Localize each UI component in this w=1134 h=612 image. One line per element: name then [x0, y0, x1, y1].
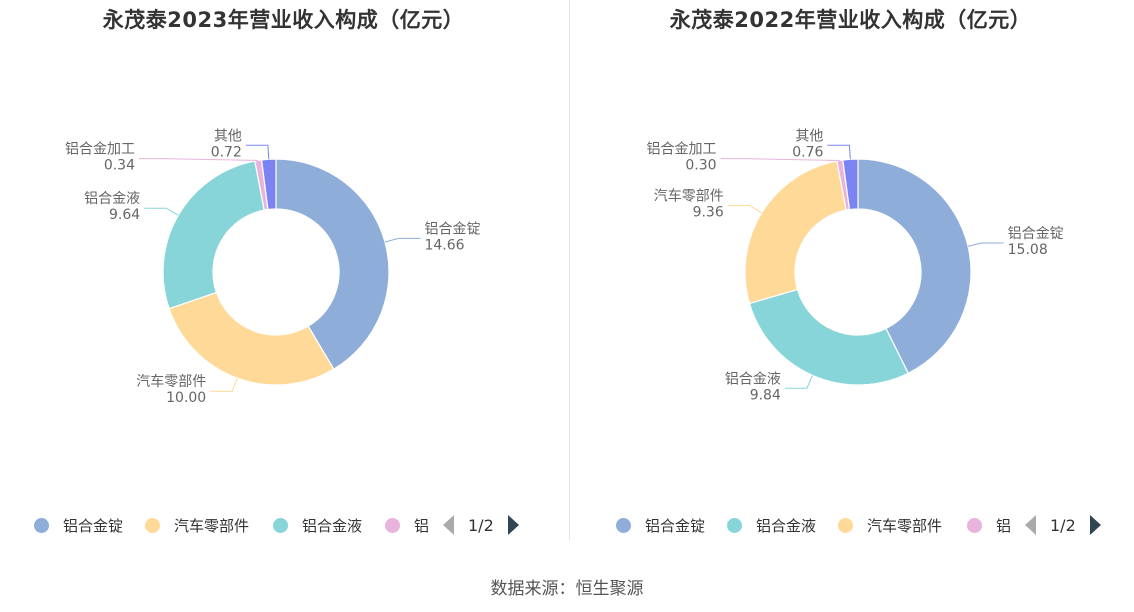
legend-marker-icon [838, 517, 853, 533]
donut-slice[interactable] [744, 160, 847, 305]
legend-label: 铝合金锭 [63, 516, 124, 535]
slice-name-label: 其他 [795, 128, 823, 144]
leader-line [720, 158, 840, 161]
donut-slice[interactable] [842, 158, 859, 211]
leader-line [727, 205, 762, 214]
leader-line [245, 144, 270, 160]
donut-slice[interactable] [168, 291, 335, 386]
donut-slice[interactable] [275, 158, 390, 370]
leader-line [144, 207, 179, 216]
legend: 铝合金锭 铝合金液 汽车零部件 铝 1/2 [567, 512, 1134, 538]
legend-item[interactable]: 铝合金液 [273, 512, 362, 538]
legend-label: 铝 [414, 516, 430, 535]
leader-line [967, 242, 1004, 247]
legend: 铝合金锭 汽车零部件 铝合金液 铝 1/2 [0, 512, 567, 538]
chart-title: 永茂泰2022年营业收入构成（亿元） [669, 8, 1032, 32]
slice-name-label: 其他 [214, 128, 242, 144]
legend-marker-icon [727, 517, 742, 533]
slice-value-label: 15.08 [1008, 242, 1048, 258]
legend-item[interactable]: 汽车零部件 [145, 512, 249, 538]
chart-title: 永茂泰2023年营业收入构成（亿元） [102, 8, 465, 32]
slice-value-label: 9.84 [750, 387, 781, 403]
slice-value-label: 0.76 [792, 144, 823, 160]
legend-marker-icon [273, 517, 288, 533]
slice-name-label: 铝合金加工 [65, 142, 135, 158]
legend-label: 铝合金锭 [645, 516, 706, 535]
leader-line [210, 377, 238, 392]
donut-slice[interactable] [857, 158, 972, 375]
legend-label: 铝 [996, 516, 1012, 535]
chart-panel-2022: 永茂泰2022年营业收入构成（亿元） 铝合金锭 15.08 铝合金液 9.84 汽车零部… [567, 0, 1134, 560]
legend-marker-icon [385, 517, 400, 533]
legend-label: 汽车零部件 [174, 516, 250, 535]
donut-slice[interactable] [260, 158, 277, 211]
legend-pager: 1/2 [1025, 512, 1101, 538]
page-next-icon[interactable] [507, 515, 519, 535]
legend-label: 铝合金液 [756, 516, 817, 535]
donut-slice[interactable] [162, 160, 265, 310]
legend-item[interactable]: 铝 [385, 512, 429, 538]
leader-line [384, 237, 421, 243]
legend-marker-icon [34, 517, 49, 533]
slice-value-label: 0.30 [685, 158, 716, 174]
legend-marker-icon [145, 517, 160, 533]
legend-item[interactable]: 铝合金锭 [616, 512, 705, 538]
legend-item[interactable]: 铝合金液 [727, 512, 816, 538]
slice-name-label: 汽车零部件 [654, 188, 724, 205]
page-indicator: 1/2 [468, 515, 494, 535]
slice-name-label: 铝合金锭 [424, 221, 480, 237]
page-next-icon[interactable] [1089, 515, 1101, 535]
slice-name-label: 铝合金加工 [647, 142, 717, 158]
page-prev-icon[interactable] [443, 515, 454, 535]
slice-value-label: 14.66 [424, 237, 464, 253]
legend-label: 汽车零部件 [867, 516, 943, 535]
legend-marker-icon [616, 517, 631, 533]
leader-line [138, 158, 259, 161]
slice-value-label: 10.00 [166, 390, 206, 406]
slice-value-label: 0.72 [211, 144, 242, 160]
slice-value-label: 9.64 [109, 207, 140, 223]
legend-item[interactable]: 汽车零部件 [838, 512, 942, 538]
page-indicator: 1/2 [1050, 515, 1076, 535]
legend-pager: 1/2 [443, 512, 519, 538]
page-prev-icon[interactable] [1025, 515, 1036, 535]
legend-marker-icon [967, 517, 982, 533]
slice-name-label: 铝合金锭 [1008, 226, 1064, 242]
panel-divider [569, 0, 570, 540]
leader-line [784, 375, 813, 389]
chart-panel-2023: 永茂泰2023年营业收入构成（亿元） 铝合金锭 14.66 汽车零部件 10.00 铝合… [0, 0, 567, 560]
slice-name-label: 汽车零部件 [136, 373, 206, 390]
slice-value-label: 9.36 [693, 205, 724, 221]
legend-item[interactable]: 铝 [967, 512, 1011, 538]
legend-item[interactable]: 铝合金锭 [34, 512, 123, 538]
slice-value-label: 0.34 [104, 158, 135, 174]
slice-name-label: 铝合金液 [725, 371, 781, 387]
donut-slice[interactable] [748, 288, 910, 386]
legend-label: 铝合金液 [302, 516, 363, 535]
slice-name-label: 铝合金液 [84, 191, 140, 207]
data-source-text: 数据来源：恒生聚源 [490, 579, 644, 599]
leader-line [827, 144, 851, 160]
